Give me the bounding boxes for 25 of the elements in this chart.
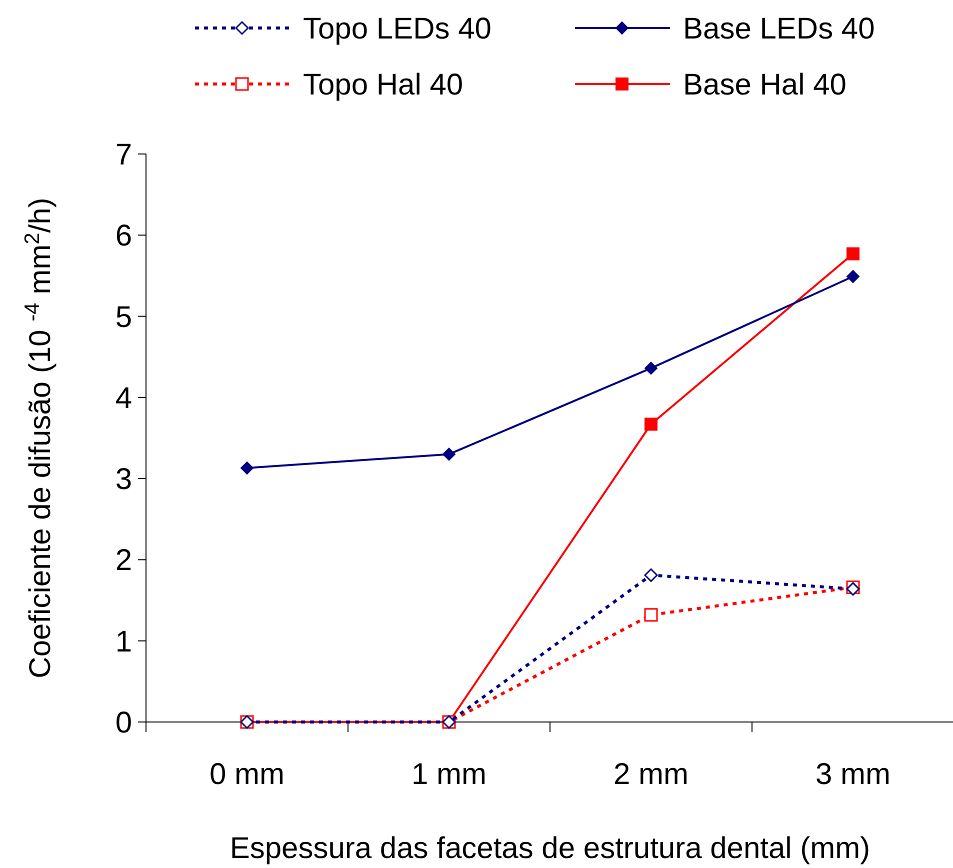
legend-label: Topo Hal 40 xyxy=(303,68,464,102)
point xyxy=(240,462,254,475)
legend-label: Base Hal 40 xyxy=(683,68,846,102)
x-tick-label: 2 mm xyxy=(614,758,688,791)
y-tick-label: 1 xyxy=(115,625,132,658)
point xyxy=(644,568,658,582)
y-tick-label: 6 xyxy=(115,220,132,253)
point xyxy=(644,608,658,622)
legend-label: Topo LEDs 40 xyxy=(303,12,492,46)
point xyxy=(846,270,860,284)
legend-label: Base LEDs 40 xyxy=(683,12,875,46)
x-tick-label: 1 mm xyxy=(412,758,486,791)
x-tick-label: 0 mm xyxy=(210,758,284,791)
x-tick-label: 3 mm xyxy=(816,758,890,791)
point xyxy=(644,418,658,431)
y-tick-label: 0 xyxy=(115,706,132,740)
x-axis-title: Espessura das facetas de estrutura dental (mm) xyxy=(230,832,870,865)
y-tick-label: 3 xyxy=(115,463,132,496)
y-tick-label: 7 xyxy=(115,138,132,172)
point xyxy=(442,448,456,461)
point xyxy=(644,362,658,375)
y-tick-label: 5 xyxy=(115,300,132,334)
y-tick-label: 4 xyxy=(115,382,132,415)
point xyxy=(846,247,860,260)
y-tick-label: 2 xyxy=(115,544,132,578)
